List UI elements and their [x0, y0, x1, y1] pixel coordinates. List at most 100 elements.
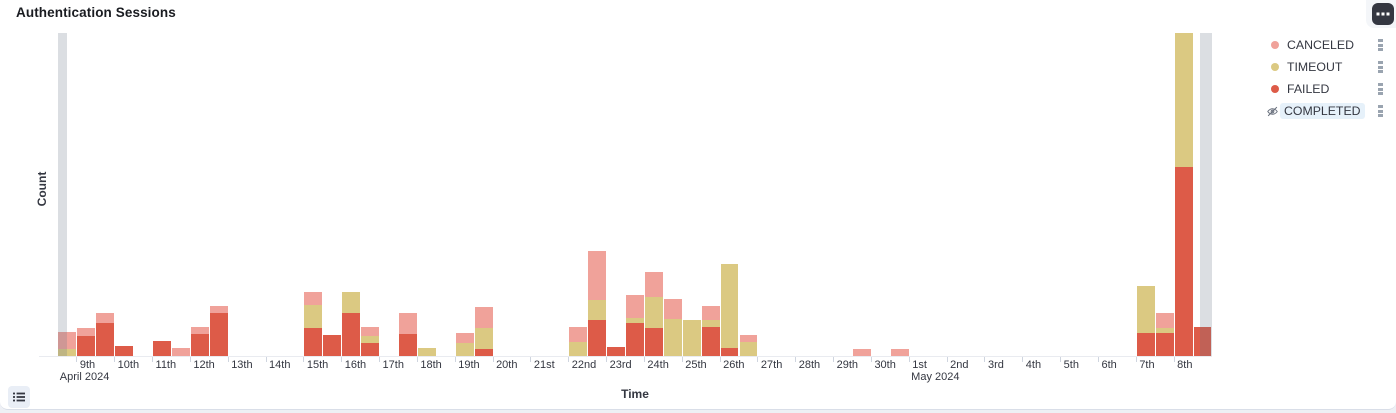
- stacked-bar[interactable]: [890, 349, 909, 356]
- bar-segment-failed[interactable]: [1193, 327, 1212, 356]
- bar-segment-timeout[interactable]: [455, 343, 474, 356]
- bar-segment-timeout[interactable]: [720, 264, 739, 348]
- bar-segment-failed[interactable]: [323, 335, 342, 356]
- bar-segment-canceled[interactable]: [304, 292, 323, 305]
- bar-segment-canceled[interactable]: [626, 295, 644, 318]
- bar-segment-timeout[interactable]: [626, 318, 644, 323]
- stacked-bar[interactable]: [190, 327, 209, 356]
- legend-item-canceled[interactable]: CANCELED: [1265, 37, 1392, 53]
- bar-segment-failed[interactable]: [626, 323, 644, 356]
- stacked-bar[interactable]: [115, 346, 134, 356]
- bar-segment-failed[interactable]: [720, 348, 739, 356]
- bar-segment-timeout[interactable]: [701, 320, 720, 327]
- bar-segment-failed[interactable]: [342, 313, 361, 356]
- bar-segment-canceled[interactable]: [209, 306, 228, 313]
- bar-segment-canceled[interactable]: [644, 272, 663, 297]
- stacked-bar[interactable]: [398, 313, 417, 356]
- stacked-bar[interactable]: [663, 299, 682, 356]
- stacked-bar[interactable]: [1155, 313, 1174, 356]
- bar-segment-canceled[interactable]: [1155, 313, 1174, 328]
- stacked-bar[interactable]: [417, 348, 436, 356]
- bar-segment-failed[interactable]: [153, 341, 171, 356]
- legend-item-label[interactable]: CANCELED: [1287, 38, 1354, 52]
- stacked-bar[interactable]: [58, 332, 77, 356]
- bar-segment-failed[interactable]: [474, 349, 493, 356]
- stacked-bar[interactable]: [455, 333, 474, 356]
- stacked-bar[interactable]: [77, 328, 96, 356]
- bar-segment-failed[interactable]: [1136, 333, 1155, 356]
- bar-segment-timeout[interactable]: [1136, 286, 1155, 333]
- legend-item-label[interactable]: FAILED: [1287, 82, 1330, 96]
- bar-segment-failed[interactable]: [77, 336, 96, 356]
- bar-segment-timeout[interactable]: [1155, 328, 1174, 333]
- legend-item-label[interactable]: COMPLETED: [1280, 103, 1365, 119]
- bar-segment-failed[interactable]: [607, 347, 625, 356]
- stacked-bar[interactable]: [739, 335, 758, 356]
- bar-segment-canceled[interactable]: [569, 327, 588, 342]
- stacked-bar[interactable]: [1193, 327, 1212, 356]
- bar-segment-canceled[interactable]: [701, 306, 720, 320]
- stacked-bar[interactable]: [342, 292, 361, 356]
- bar-segment-failed[interactable]: [96, 323, 115, 356]
- bar-segment-timeout[interactable]: [342, 292, 361, 313]
- stacked-bar[interactable]: [323, 335, 342, 356]
- bar-segment-canceled[interactable]: [58, 332, 77, 349]
- bar-segment-failed[interactable]: [644, 328, 663, 356]
- bar-segment-timeout[interactable]: [58, 349, 77, 356]
- bar-segment-failed[interactable]: [1155, 333, 1174, 356]
- legend-item-actions-icon[interactable]: [1378, 104, 1383, 118]
- bar-segment-canceled[interactable]: [474, 307, 493, 328]
- bar-segment-failed[interactable]: [190, 334, 209, 356]
- stacked-bar[interactable]: [701, 306, 720, 356]
- bar-segment-canceled[interactable]: [853, 349, 871, 356]
- bar-segment-failed[interactable]: [209, 313, 228, 356]
- bar-segment-failed[interactable]: [361, 343, 380, 356]
- bar-segment-failed[interactable]: [701, 327, 720, 356]
- bar-segment-timeout[interactable]: [474, 328, 493, 349]
- legend-toggle-button[interactable]: [8, 386, 30, 408]
- bar-segment-timeout[interactable]: [682, 320, 701, 356]
- stacked-bar[interactable]: [644, 272, 663, 356]
- bar-segment-canceled[interactable]: [77, 328, 96, 336]
- stacked-bar[interactable]: [682, 320, 701, 356]
- bar-segment-timeout[interactable]: [417, 348, 436, 356]
- bar-segment-canceled[interactable]: [663, 299, 682, 319]
- chart-plot-area[interactable]: 9th 10th 11th 12th 13th 14th 15th 16th 17th 18th 1…: [39, 33, 1212, 383]
- bar-segment-failed[interactable]: [398, 334, 417, 356]
- stacked-bar[interactable]: [96, 313, 115, 356]
- legend-item-label[interactable]: TIMEOUT: [1287, 60, 1343, 74]
- bar-segment-timeout[interactable]: [361, 336, 380, 343]
- stacked-bar[interactable]: [361, 327, 380, 356]
- stacked-bar[interactable]: [607, 347, 625, 356]
- bar-segment-timeout[interactable]: [304, 305, 323, 328]
- bar-segment-timeout[interactable]: [588, 300, 607, 320]
- legend-item-timeout[interactable]: TIMEOUT: [1265, 59, 1392, 75]
- bar-segment-timeout[interactable]: [1174, 33, 1193, 167]
- bar-segment-canceled[interactable]: [588, 251, 607, 300]
- legend-item-failed[interactable]: FAILED: [1265, 81, 1392, 97]
- stacked-bar[interactable]: [626, 295, 644, 356]
- stacked-bar[interactable]: [569, 327, 588, 356]
- bar-segment-failed[interactable]: [115, 346, 134, 356]
- bar-segment-canceled[interactable]: [398, 313, 417, 334]
- stacked-bar[interactable]: [209, 306, 228, 356]
- stacked-bar[interactable]: [304, 292, 323, 356]
- stacked-bar[interactable]: [1136, 286, 1155, 356]
- bar-segment-canceled[interactable]: [190, 327, 209, 334]
- legend-item-actions-icon[interactable]: [1378, 60, 1383, 74]
- bar-segment-timeout[interactable]: [739, 342, 758, 356]
- stacked-bar[interactable]: [720, 264, 739, 356]
- panel-options-button[interactable]: [1372, 3, 1394, 25]
- stacked-bar[interactable]: [588, 251, 607, 356]
- bar-segment-timeout[interactable]: [644, 297, 663, 328]
- bar-segment-canceled[interactable]: [890, 349, 909, 356]
- bar-segment-timeout[interactable]: [569, 342, 588, 356]
- stacked-bar[interactable]: [1174, 33, 1193, 356]
- bar-segment-canceled[interactable]: [739, 335, 758, 342]
- bar-segment-timeout[interactable]: [663, 319, 682, 356]
- bar-segment-canceled[interactable]: [96, 313, 115, 323]
- stacked-bar[interactable]: [153, 341, 171, 356]
- bar-segment-canceled[interactable]: [455, 333, 474, 343]
- stacked-bar[interactable]: [171, 348, 190, 356]
- bar-segment-canceled[interactable]: [361, 327, 380, 336]
